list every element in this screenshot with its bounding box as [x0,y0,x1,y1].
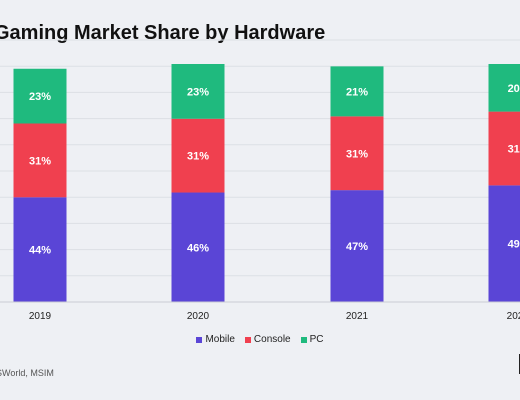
bar-mobile-2019 [13,197,67,302]
legend-label-mobile: Mobile [205,334,235,345]
x-tick-label: 202 [507,311,520,322]
bar-pc-2021 [330,66,384,117]
x-tick-label: 2021 [346,311,369,322]
data-label: 31% [187,151,209,163]
bar-pc-202 [488,64,520,112]
bar-mobile-202 [488,185,520,302]
legend-label-console: Console [253,334,291,345]
bar-pc-2019 [13,68,67,124]
data-label: 44% [29,245,51,257]
data-label: 31' [508,143,520,155]
legend-label-pc: PC [309,334,324,345]
chart-title: Gaming Market Share by Hardware [0,22,326,44]
source-note: SWorld, MSIM [0,368,54,378]
bar-console-2021 [330,116,384,191]
legend-swatch-pc [300,336,307,343]
x-tick-label: 2020 [187,311,210,322]
data-label: 46% [187,242,209,254]
x-tick-label: 2019 [29,311,52,322]
bar-mobile-2020 [171,192,225,302]
legend-item-console: Console [244,334,291,345]
data-label: 20' [508,83,520,95]
legend-swatch-mobile [196,336,203,343]
legend-item-pc: PC [300,334,324,345]
bar-console-2020 [171,118,225,193]
data-label: 31% [29,155,51,167]
bar-console-2019 [13,123,67,198]
data-label: 31% [346,148,368,160]
data-label: 21% [346,86,368,98]
data-label: 23% [29,91,51,103]
legend-swatch-console [244,336,251,343]
data-label: 47% [346,241,368,253]
legend-item-mobile: Mobile [196,334,235,345]
data-label: 23% [187,86,209,98]
legend: Mobile Console PC [0,334,520,345]
bar-console-202 [488,111,520,186]
bar-pc-2020 [171,64,225,119]
data-label: 49' [508,239,520,251]
bar-mobile-2021 [330,190,384,302]
